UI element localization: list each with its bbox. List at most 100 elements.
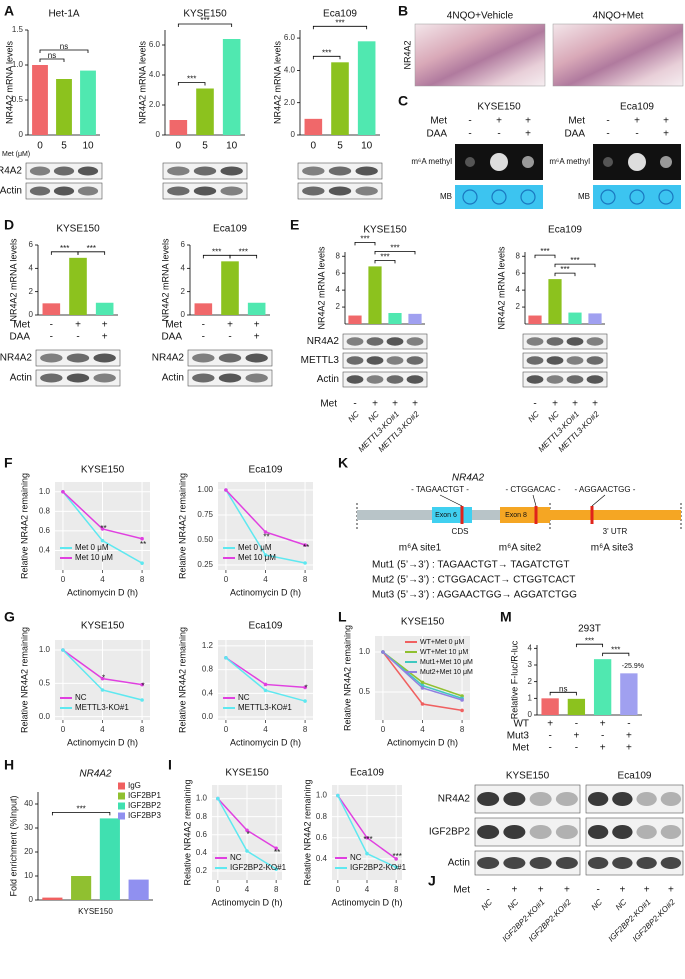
condition-name: Met	[453, 885, 470, 896]
condition-value: +	[547, 719, 553, 730]
blot-band	[220, 166, 243, 176]
data-point	[224, 655, 228, 660]
condition-value: +	[668, 885, 674, 896]
x-tick-label: 10	[361, 141, 373, 152]
y-tick-label: 0.75	[197, 510, 213, 519]
significance-bracket	[554, 263, 596, 268]
condition-value: +	[634, 116, 640, 127]
condition-value: +	[511, 885, 517, 896]
dot	[603, 157, 613, 167]
condition-value: -	[606, 116, 609, 127]
y-axis-label: Relative NR4A2 remaining	[342, 625, 352, 731]
legend-swatch	[118, 812, 125, 820]
blot-label: Actin	[0, 186, 22, 197]
x-tick-label: 8	[140, 575, 145, 584]
condition-value: -	[596, 885, 599, 896]
data-point	[263, 682, 268, 687]
y-tick-label: 6.0	[149, 40, 161, 49]
image-title: 4NQO+Met	[593, 11, 644, 22]
legend-label: Met 10 μM	[75, 553, 113, 562]
mb-stain	[455, 185, 543, 209]
condition-value: -	[202, 320, 205, 331]
significance-label: ***	[335, 18, 344, 27]
y-tick-label: 0.5	[12, 95, 24, 104]
condition-value: +	[254, 332, 260, 343]
blot-label: Actin	[10, 373, 32, 384]
blot-label: Actin	[448, 858, 470, 869]
blot-band	[355, 186, 378, 196]
significance-bracket	[312, 25, 368, 30]
blot-band	[529, 825, 552, 839]
data-point	[303, 685, 307, 690]
bar	[368, 266, 382, 324]
legend-label: METTL3-KO#1	[238, 703, 292, 712]
x-tick-label: 0	[311, 141, 317, 152]
blot-band	[503, 857, 526, 869]
bar	[304, 118, 323, 135]
condition-name: DAA	[564, 129, 585, 140]
chart-title: Eca109	[249, 465, 283, 476]
data-point	[61, 489, 65, 494]
blot-band	[477, 825, 500, 839]
panel-label: K	[338, 455, 348, 471]
x-tick-label: 0	[37, 141, 43, 152]
x-axis-label: Actinomycin D (h)	[67, 737, 138, 747]
significance-bracket	[177, 23, 233, 27]
significance-label: ***	[570, 256, 579, 265]
y-tick-label: 0.4	[196, 848, 208, 857]
bar	[71, 876, 92, 900]
y-tick-label: 0.8	[39, 506, 51, 515]
blot-label: Actin	[317, 374, 339, 385]
y-axis-label: Relative NR4A2 remaining	[19, 473, 29, 579]
significance-label: ***	[611, 645, 620, 654]
utr-bar	[550, 510, 681, 520]
condition-value: +	[552, 399, 558, 410]
panel-label: M	[500, 609, 512, 625]
chart-title: Eca109	[350, 768, 384, 779]
blot-band	[636, 857, 657, 869]
data-point	[303, 561, 307, 565]
x-tick-label: 4	[245, 885, 250, 894]
y-tick-label: 0	[291, 130, 296, 139]
x-tick-label: 8	[274, 885, 279, 894]
m6a-site-mark	[460, 506, 464, 524]
blot-label: METTL3	[301, 355, 340, 366]
y-tick-label: 0.25	[197, 560, 213, 569]
blot-band	[612, 792, 633, 806]
condition-value: +	[75, 320, 81, 331]
data-point	[420, 702, 425, 706]
chart-title: Eca109	[548, 225, 582, 236]
histology-image	[552, 23, 684, 87]
y-tick-label: 2.0	[149, 100, 161, 109]
y-tick-label: 4	[516, 285, 521, 294]
y-axis-label: NR4A2 mRNA levels	[160, 238, 170, 322]
condition-value: +	[619, 885, 625, 896]
y-tick-label: 4.0	[149, 70, 161, 79]
blot-strip	[342, 371, 428, 388]
data-point	[274, 846, 278, 851]
condition-value: -	[548, 731, 551, 742]
y-tick-label: 0	[29, 310, 34, 319]
y-tick-label: 0.50	[197, 535, 213, 544]
blot-title: KYSE150	[506, 771, 550, 782]
data-point	[140, 682, 144, 687]
blot-strip	[522, 333, 608, 350]
blot-band	[77, 186, 99, 196]
x-tick-label: 0	[224, 575, 229, 584]
legend-label: IGF2BP2	[128, 801, 161, 810]
y-tick-label: 30	[24, 823, 33, 832]
y-tick-label: 8	[516, 251, 521, 260]
condition-value: +	[644, 885, 650, 896]
blot-band	[587, 857, 609, 869]
y-tick-label: 0.8	[202, 665, 214, 674]
mutation-label: Mut3 (5’→3’) : AGGAACTGG→ AGGATCTGG	[372, 590, 577, 601]
y-axis-label: Relative NR4A2 remaining	[177, 473, 187, 579]
legend-swatch	[118, 802, 125, 810]
y-tick-label: 4	[336, 285, 341, 294]
x-tick-label: KYSE150	[78, 907, 113, 916]
blot-band	[40, 353, 63, 363]
dot	[465, 157, 475, 167]
legend-label: NC	[350, 853, 362, 862]
blot-label: NR4A2	[307, 336, 340, 347]
